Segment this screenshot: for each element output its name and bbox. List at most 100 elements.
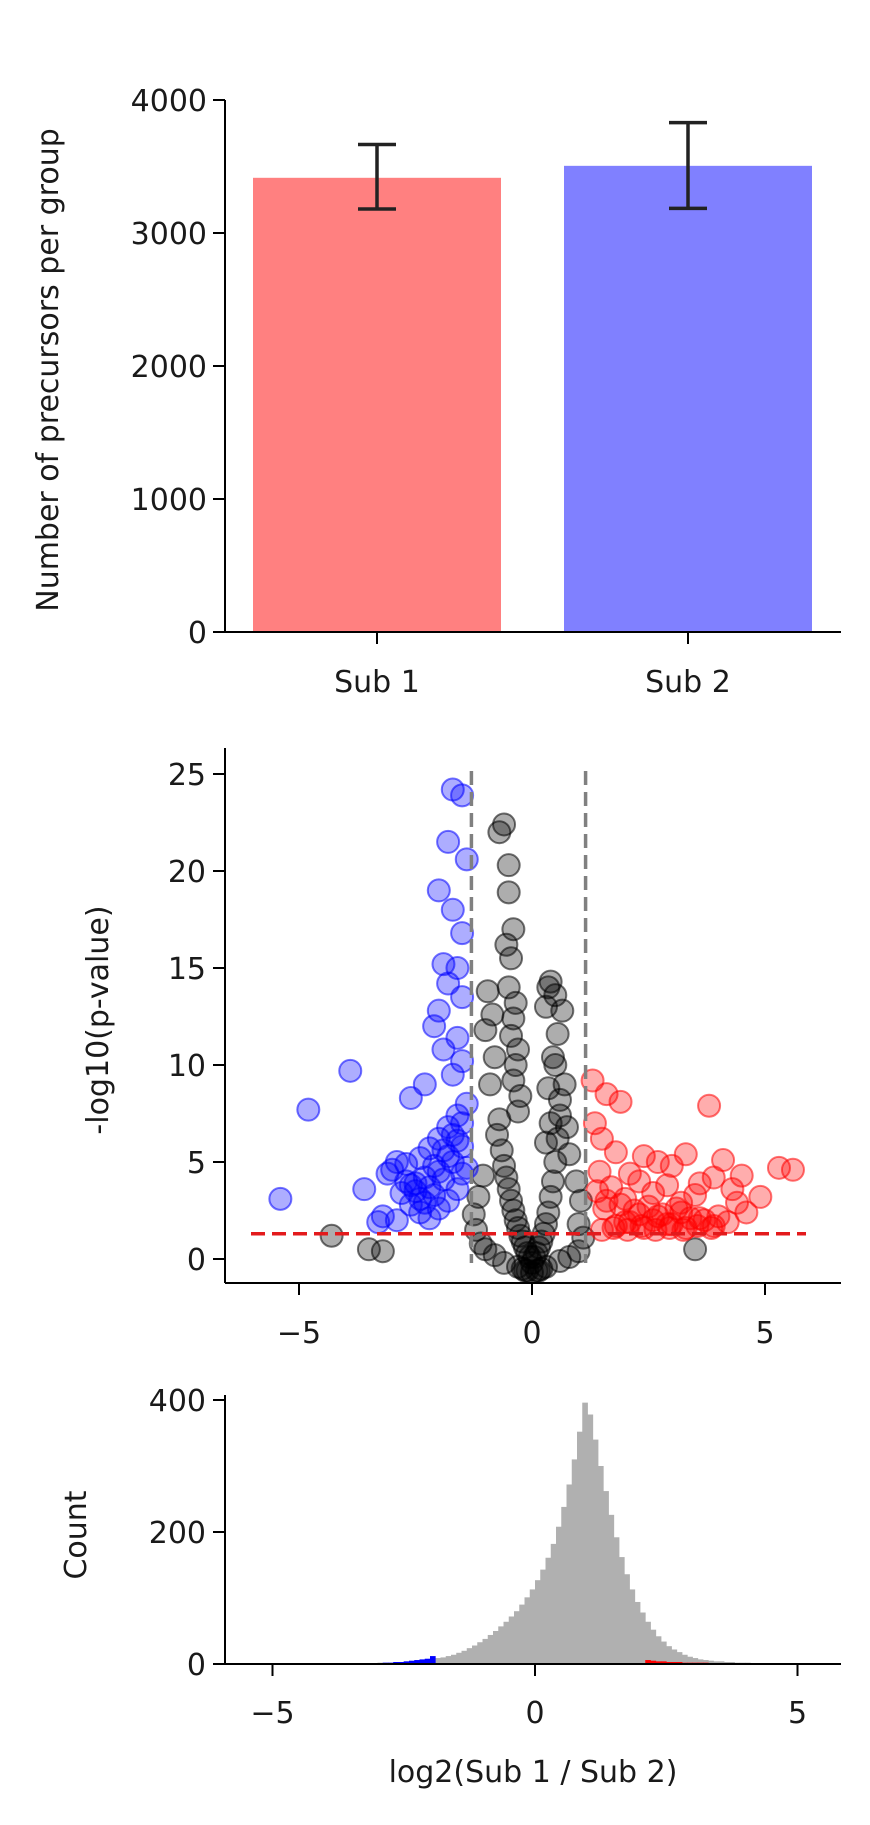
point <box>454 847 479 872</box>
point <box>319 1223 344 1248</box>
point <box>526 1258 551 1283</box>
histogram-x-ticks: −5 0 5 <box>250 1664 807 1731</box>
histogram-bin <box>640 1612 646 1664</box>
histogram-bin <box>487 1634 494 1664</box>
histogram-bin <box>703 1660 709 1664</box>
histogram-bin-down <box>403 1661 410 1664</box>
point <box>478 1072 503 1097</box>
point <box>426 878 451 903</box>
histogram-bin <box>608 1514 615 1664</box>
histogram-bin <box>592 1439 599 1664</box>
histogram-bin <box>682 1654 688 1664</box>
point <box>533 1130 558 1155</box>
point <box>431 1037 456 1062</box>
point <box>417 1206 442 1231</box>
y-tick-label: 4000 <box>131 84 207 119</box>
point <box>431 952 456 977</box>
point <box>450 1111 475 1136</box>
x-tick-label: 5 <box>755 1316 774 1351</box>
point <box>545 1021 570 1046</box>
point <box>587 1159 612 1184</box>
point <box>683 1182 708 1207</box>
point <box>268 1186 293 1211</box>
histogram-bin <box>498 1626 504 1664</box>
histogram-bin <box>545 1557 552 1664</box>
volcano-y-ticks: 0 5 10 15 20 25 <box>168 758 225 1278</box>
volcano-y-axis-label: -log10(p-value) <box>81 905 116 1134</box>
histogram-bin <box>661 1641 667 1664</box>
point <box>398 1085 423 1110</box>
error-bar-group <box>358 120 707 211</box>
point <box>594 1082 619 1107</box>
histogram-bin <box>556 1526 562 1664</box>
point <box>780 1157 805 1182</box>
point <box>540 1169 565 1194</box>
histogram-bin <box>477 1642 483 1664</box>
histogram-bin <box>624 1574 630 1664</box>
histogram-bin <box>587 1414 594 1664</box>
point <box>492 1250 517 1275</box>
histogram-bin <box>440 1657 447 1664</box>
volcano-plot-panel: 0 5 10 15 20 25 −5 0 5 -log10(p-value) <box>81 748 841 1351</box>
point <box>440 897 465 922</box>
bar-chart-panel: 0 1000 2000 3000 4000 Sub 1 Sub 2 Number of p… <box>31 84 841 700</box>
y-tick-label: 20 <box>168 855 206 890</box>
y-tick-label: 0 <box>187 1648 206 1683</box>
points-ns <box>319 812 708 1283</box>
histogram-bin-up <box>650 1660 657 1664</box>
point <box>440 1062 465 1087</box>
point <box>536 975 561 1000</box>
point <box>422 1014 447 1039</box>
point <box>748 1184 773 1209</box>
point <box>697 1093 722 1118</box>
point <box>582 1111 607 1136</box>
point <box>608 1089 633 1114</box>
x-tick-label: Sub 1 <box>334 665 420 700</box>
histogram-bin <box>456 1652 462 1664</box>
x-tick-label: −5 <box>277 1316 321 1351</box>
y-tick-label: 10 <box>168 1049 206 1084</box>
histogram-bin <box>582 1402 588 1664</box>
point <box>536 1076 561 1101</box>
point <box>338 1058 363 1083</box>
point <box>450 921 475 946</box>
histogram-bin-down <box>409 1660 415 1664</box>
histogram-bin <box>708 1660 714 1664</box>
point <box>473 1237 498 1262</box>
point <box>454 1091 479 1116</box>
point <box>436 829 461 854</box>
point <box>734 1200 759 1225</box>
bar-group <box>253 165 812 632</box>
histogram-bin <box>540 1569 546 1664</box>
threshold-lines <box>251 771 806 1263</box>
histogram-bin <box>508 1616 515 1664</box>
volcano-x-ticks: −5 0 5 <box>277 1283 775 1351</box>
histogram-bin <box>451 1654 457 1664</box>
histogram-bin <box>445 1656 452 1664</box>
x-tick-label: 0 <box>525 1696 544 1731</box>
histogram-bin <box>655 1636 662 1664</box>
point <box>557 1142 582 1167</box>
point <box>617 1161 642 1186</box>
x-tick-label: Sub 2 <box>645 665 731 700</box>
y-tick-label: 5 <box>187 1146 206 1181</box>
histogram-bin <box>482 1638 489 1664</box>
histogram-bin-down <box>419 1659 426 1664</box>
error-bar-1 <box>358 142 396 211</box>
histogram-bin <box>472 1645 478 1664</box>
histogram-bin <box>634 1601 641 1664</box>
histogram-bin <box>650 1629 657 1664</box>
histogram-bin <box>645 1621 651 1664</box>
y-tick-label: 15 <box>168 952 206 987</box>
point <box>398 1173 423 1198</box>
x-tick-label: 0 <box>522 1316 541 1351</box>
histogram-bin <box>697 1659 704 1664</box>
histogram-down-bins <box>377 1656 436 1664</box>
bar-chart-x-ticks: Sub 1 Sub 2 <box>334 632 731 700</box>
point <box>538 1111 563 1136</box>
histogram-bin <box>519 1604 525 1664</box>
histogram-bin <box>713 1661 720 1664</box>
bar-chart-y-ticks: 0 1000 2000 3000 4000 <box>131 84 225 651</box>
volcano-points <box>268 777 805 1283</box>
point <box>482 1045 507 1070</box>
